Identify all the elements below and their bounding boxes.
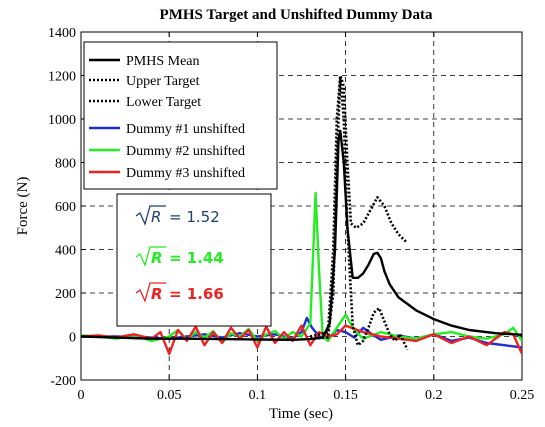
series-line-0 [81, 129, 522, 341]
legend-label-lower-target: Lower Target [126, 95, 201, 110]
r-value: = 1.44 [169, 249, 224, 267]
sqrt-symbol [135, 282, 166, 303]
r-value-line-2: R = 1.66 [135, 282, 224, 303]
y-tick-label: 0 [69, 331, 76, 346]
y-tick-labels: -200 0 200 400 600 800 1000 1200 1400 [48, 26, 76, 389]
x-tick-label: 0 [78, 388, 85, 403]
sqrt-symbol [135, 246, 166, 267]
x-tick-label: 0.15 [333, 388, 358, 403]
y-axis-label: Force (N) [15, 177, 31, 236]
sqrt-symbol [135, 205, 166, 226]
legend-swatches [89, 58, 120, 174]
y-tick-label: 400 [55, 244, 76, 259]
y-tick-label: 1000 [48, 113, 76, 128]
legend-label-dummy-2: Dummy #2 unshifted [126, 144, 245, 159]
series-line-5 [81, 324, 522, 356]
legend-label-dummy-3: Dummy #3 unshifted [126, 166, 245, 181]
chart-title: PMHS Target and Unshifted Dummy Data [160, 7, 433, 23]
y-tick-label: 800 [55, 157, 76, 172]
r-symbol: R [151, 208, 161, 226]
series-lines [81, 74, 522, 356]
r-symbol: R [151, 249, 163, 267]
legend-label-dummy-1: Dummy #1 unshifted [126, 122, 245, 137]
y-tick-label: 1400 [48, 26, 76, 41]
series-line-1 [309, 74, 409, 338]
r-value: = 1.52 [169, 208, 220, 226]
y-tick-label: -200 [50, 374, 76, 389]
x-tick-labels: 0 0.05 0.1 0.15 0.2 0.25 [78, 388, 535, 403]
x-tick-label: 0.25 [510, 388, 535, 403]
legend-label-upper-target: Upper Target [126, 74, 200, 89]
legend-box [83, 41, 278, 190]
r-value-line-0: R = 1.52 [135, 205, 220, 226]
y-tick-label: 600 [55, 200, 76, 215]
series-line-2 [310, 76, 409, 351]
x-tick-label: 0.2 [425, 388, 443, 403]
r-symbol: R [151, 285, 163, 303]
legend: PMHS Mean Upper Target Lower Target Dumm… [83, 41, 278, 190]
r-value-line-1: R = 1.44 [135, 246, 224, 267]
x-tick-label: 0.1 [249, 388, 267, 403]
y-tick-label: 200 [55, 287, 76, 302]
x-axis-label: Time (sec) [269, 406, 333, 422]
r-value: = 1.66 [169, 285, 224, 303]
y-tick-label: 1200 [48, 70, 76, 85]
x-tick-label: 0.05 [157, 388, 182, 403]
r-value-box: R = 1.52 R = 1.44 R = 1.66 [116, 193, 272, 327]
legend-label-pmhs-mean: PMHS Mean [126, 54, 200, 69]
